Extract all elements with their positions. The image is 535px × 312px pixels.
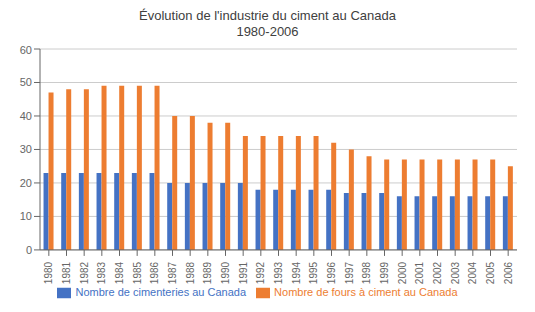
svg-text:1984: 1984 <box>114 261 125 284</box>
svg-text:1998: 1998 <box>361 261 372 284</box>
svg-text:50: 50 <box>20 76 32 88</box>
svg-text:1997: 1997 <box>344 261 355 284</box>
svg-text:30: 30 <box>20 143 32 155</box>
svg-text:1991: 1991 <box>238 261 249 284</box>
svg-text:1993: 1993 <box>273 261 284 284</box>
svg-text:10: 10 <box>20 210 32 222</box>
svg-text:1994: 1994 <box>291 261 302 284</box>
svg-text:2005: 2005 <box>485 261 496 284</box>
svg-text:2006: 2006 <box>503 261 514 284</box>
svg-text:1983: 1983 <box>96 261 107 284</box>
svg-text:2001: 2001 <box>414 261 425 284</box>
svg-text:40: 40 <box>20 110 32 122</box>
svg-text:1987: 1987 <box>167 261 178 284</box>
svg-text:1999: 1999 <box>379 261 390 284</box>
svg-text:2004: 2004 <box>467 261 478 284</box>
svg-text:1985: 1985 <box>132 261 143 284</box>
svg-text:0: 0 <box>26 244 32 256</box>
svg-text:2002: 2002 <box>432 261 443 284</box>
svg-text:2003: 2003 <box>450 261 461 284</box>
svg-text:20: 20 <box>20 177 32 189</box>
svg-text:1990: 1990 <box>220 261 231 284</box>
svg-text:1986: 1986 <box>149 261 160 284</box>
svg-text:1996: 1996 <box>326 261 337 284</box>
html-text:Évolution de l'industrie du ci: Évolution de l'industrie du ciment au Ca… <box>139 8 396 23</box>
html-text:Nombre de cimenteries au Canad: Nombre de cimenteries au Canada <box>75 285 247 298</box>
svg-text:1989: 1989 <box>202 261 213 284</box>
svg-text:1982: 1982 <box>79 261 90 284</box>
svg-text:1995: 1995 <box>308 261 319 284</box>
html-text:Nombre de fours à ciment au Ca: Nombre de fours à ciment au Canada <box>274 285 458 298</box>
svg-text:1988: 1988 <box>185 261 196 284</box>
svg-text:60: 60 <box>20 44 32 56</box>
svg-text:2000: 2000 <box>397 261 408 284</box>
svg-text:1981: 1981 <box>61 261 72 284</box>
svg-text:1992: 1992 <box>255 261 266 284</box>
html-text:1980-2006: 1980-2006 <box>236 24 299 39</box>
svg-text:1980: 1980 <box>43 261 54 284</box>
